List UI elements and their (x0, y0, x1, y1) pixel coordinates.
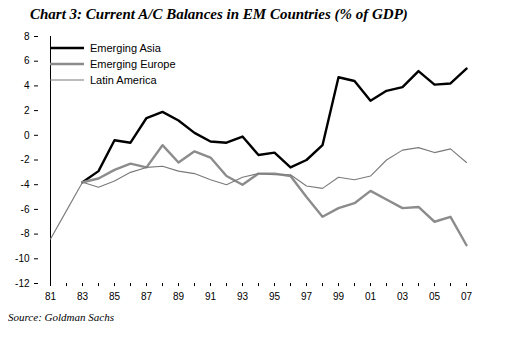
svg-text:-4: -4 (21, 179, 30, 190)
svg-text:07: 07 (461, 291, 473, 302)
svg-text:89: 89 (173, 291, 185, 302)
svg-text:6: 6 (24, 55, 30, 66)
svg-text:2: 2 (24, 105, 30, 116)
svg-text:97: 97 (301, 291, 313, 302)
svg-text:03: 03 (397, 291, 409, 302)
html-text:Source: Goldman Sachs: Source: Goldman Sachs (8, 311, 114, 323)
svg-text:93: 93 (237, 291, 249, 302)
svg-text:01: 01 (365, 291, 377, 302)
svg-text:91: 91 (205, 291, 217, 302)
svg-text:-12: -12 (15, 278, 30, 289)
svg-text:0: 0 (24, 130, 30, 141)
svg-text:99: 99 (333, 291, 345, 302)
html-text:Emerging Asia: Emerging Asia (90, 42, 161, 54)
svg-text:-10: -10 (15, 253, 30, 264)
svg-text:85: 85 (109, 291, 121, 302)
svg-text:-6: -6 (21, 204, 30, 215)
svg-text:4: 4 (24, 80, 30, 91)
svg-text:05: 05 (429, 291, 441, 302)
svg-text:87: 87 (141, 291, 153, 302)
svg-text:-2: -2 (21, 154, 30, 165)
svg-text:95: 95 (269, 291, 281, 302)
html-text:Latin America: Latin America (90, 74, 157, 86)
svg-text:-8: -8 (21, 228, 30, 239)
html-text:Chart 3: Current A/C Balances: Chart 3: Current A/C Balances in EM Coun… (30, 6, 408, 22)
svg-text:83: 83 (77, 291, 89, 302)
html-text:Emerging Europe: Emerging Europe (90, 58, 176, 70)
svg-text:81: 81 (45, 291, 57, 302)
svg-text:8: 8 (24, 31, 30, 42)
